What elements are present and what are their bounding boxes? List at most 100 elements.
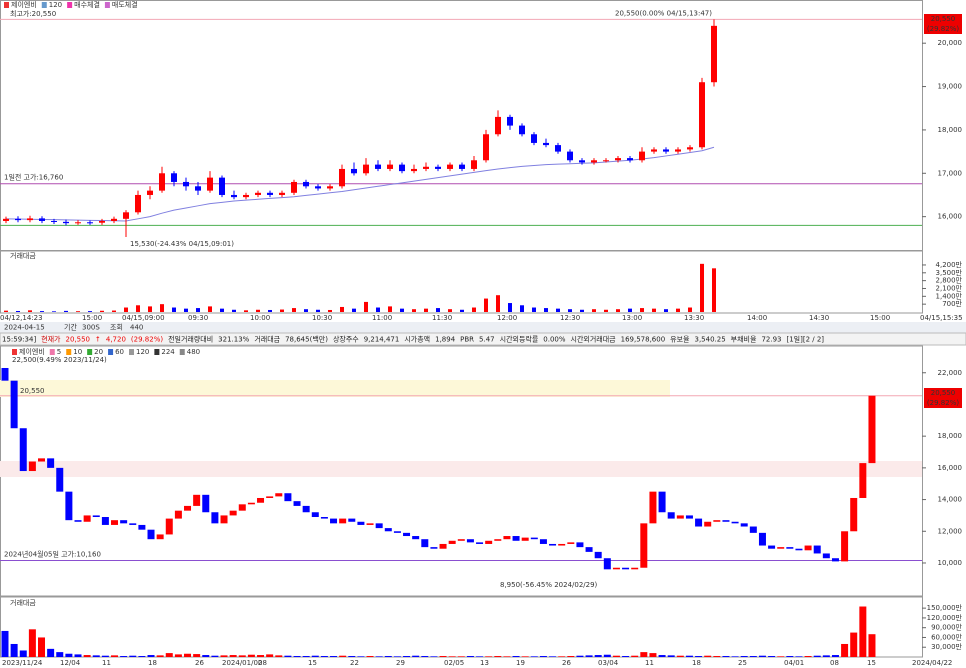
volume-bar [652,308,656,312]
candle-body [663,149,669,152]
candle-body [622,567,630,570]
candle-body [311,512,319,518]
candle-body [302,505,310,513]
info-item: 20,550 [66,336,91,344]
legend-label: 10 [73,348,82,356]
candle-body [576,542,584,548]
candle-body [841,531,849,562]
volume-bar [208,306,212,312]
volume-bar [576,655,584,657]
candle-body [704,521,712,527]
legend-label: 20 [94,348,103,356]
volume-bar [704,655,712,657]
candle-body [485,540,493,544]
x-tick-label: 14:00 [747,314,767,322]
volume-bar [76,311,80,312]
candle-body [531,134,537,143]
volume-bar [421,656,429,657]
x-tick-label: 18 [692,659,701,667]
info-item: ↑ [95,336,101,344]
candle-body [207,177,213,191]
y-tick-label: 12,000 [938,527,963,535]
volume-bar [196,308,200,312]
candle-body [111,218,117,221]
volume-bar [244,310,248,312]
candle-body [675,149,681,152]
y-tick-label: 18,000 [938,126,963,134]
x-tick-label: 11 [102,659,111,667]
volume-bar [129,655,137,657]
candle-body [387,164,393,169]
highlight-band [0,461,922,477]
volume-bar [393,656,401,657]
volume-bar [496,295,500,312]
y-tick-label: 16,000 [938,464,963,472]
info-item: (29.82%) [131,336,163,344]
candle-body [483,134,489,161]
x-tick-label: 04/15,15:35 [920,314,963,322]
volume-bar [202,655,210,657]
info-item: 시가총액 [404,335,430,344]
x-tick-label: 11:00 [372,314,392,322]
candle-body [275,493,283,497]
volume-bar [184,653,192,657]
legend-label: 120 [136,348,149,356]
volume-bar [52,311,56,312]
x-tick-label: 29 [396,659,405,667]
candle-body [639,151,645,161]
candle-body [27,218,33,221]
volume-bar [850,632,858,657]
y-tick-label: 120,000만 [927,613,963,622]
volume-bar [293,656,301,657]
volume-bar [256,309,260,312]
day-high-label: 1일전 고가:16,760 [4,173,63,182]
volume-bar [503,656,511,657]
x-tick-label: 10:00 [250,314,270,322]
volume-bar [585,655,593,657]
volume-bar [111,655,119,657]
candle-body [555,145,561,152]
x-tick-label: 22 [350,659,359,667]
x-tick-label: 26 [195,659,204,667]
y-tick-label: 17,000 [938,169,963,177]
volume-bar [424,308,428,312]
info-item: 78,645(백만) [285,335,328,344]
candle-body [612,567,620,570]
legend-swatch [129,349,134,355]
volume-bar [320,656,328,657]
volume-bar [558,656,566,657]
y-tick-label: 90,000만 [931,623,962,632]
candle-body [83,515,91,522]
volume-bar [376,307,380,312]
volume-bar [160,304,164,312]
candle-body [457,539,465,541]
candle-body [649,491,657,524]
candle-body [366,523,374,525]
volume-bar [56,652,64,657]
volume-bar [494,656,502,657]
legend-swatch [4,2,9,8]
volume-bar [786,656,794,657]
volume-bar [238,655,246,657]
volume-bar [521,656,529,657]
moving-average [5,146,715,222]
candle-body [255,192,261,195]
x-tick-label: 09:30 [188,314,208,322]
info-item: 시간외거래대금 [571,335,617,344]
x-tick-label: 2024/01/02 [222,659,262,667]
legend-label: 120 [49,1,62,9]
x-tick-label: 12/04 [60,659,81,667]
candle-body [476,542,484,544]
volume-bar [640,308,644,312]
candle-body [243,194,249,198]
candle-body [448,540,456,544]
volume-bar [813,655,821,657]
volume-bar [211,655,219,657]
candle-body [56,467,64,492]
x-tick-label: 11:30 [432,314,452,322]
candle-body [507,116,513,126]
volume-bar [604,309,608,312]
x-tick-label: 11 [645,659,654,667]
volume-bar [292,308,296,312]
volume-bar [1,630,9,657]
